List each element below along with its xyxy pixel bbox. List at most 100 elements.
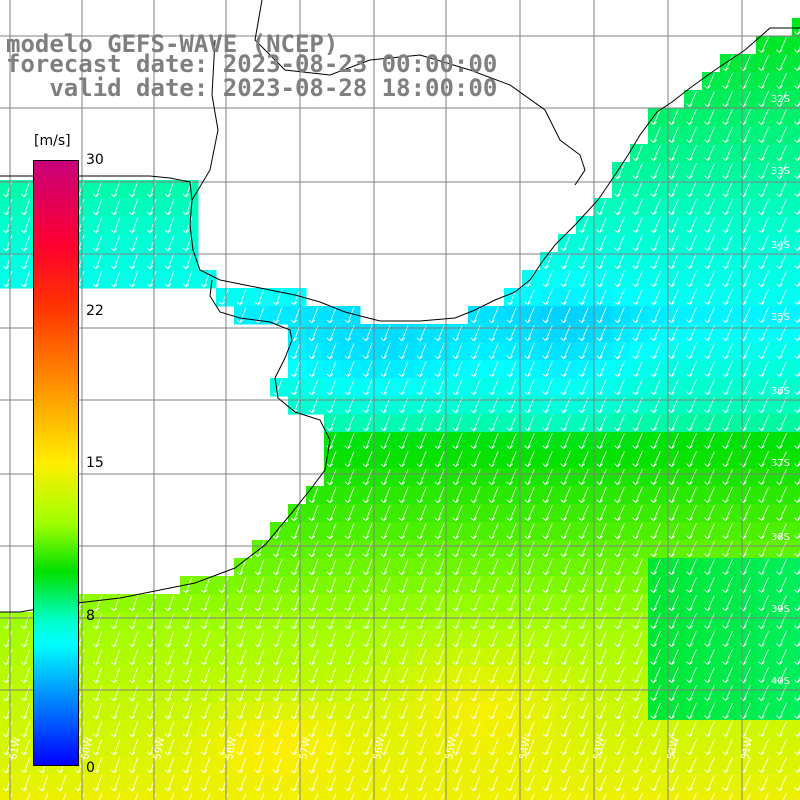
wind-arrow <box>434 703 445 720</box>
wind-speed-cell <box>630 792 649 800</box>
wind-arrow <box>578 289 589 305</box>
latitude-label: 35S <box>771 312 790 323</box>
wind-arrow <box>308 757 319 774</box>
wind-arrow <box>668 145 679 161</box>
wind-arrow <box>110 703 121 720</box>
wind-arrow <box>596 199 607 215</box>
wind-arrow <box>668 559 679 575</box>
wind-speed-cell <box>792 72 800 91</box>
wind-arrow <box>254 757 265 774</box>
wind-arrow <box>686 505 697 521</box>
wind-arrow <box>260 793 265 800</box>
wind-arrow <box>794 748 800 755</box>
wind-arrow <box>578 649 589 665</box>
wind-arrow <box>290 307 301 324</box>
wind-arrow <box>596 469 607 485</box>
wind-arrow <box>362 523 373 540</box>
wind-arrow <box>578 235 589 251</box>
wind-arrow <box>776 739 787 755</box>
wind-arrow <box>110 721 121 738</box>
wind-arrow <box>722 91 733 107</box>
wind-arrow <box>290 361 301 378</box>
wind-arrow <box>92 667 103 684</box>
wind-arrow <box>506 649 517 666</box>
wind-arrow <box>650 487 661 503</box>
wind-arrow <box>218 289 229 306</box>
wind-arrow <box>416 505 427 522</box>
colorbar-tick-8: 8 <box>86 608 95 624</box>
wind-arrow <box>164 649 175 666</box>
wind-arrow <box>722 289 733 305</box>
wind-arrow <box>452 631 463 648</box>
wind-arrow <box>668 487 679 503</box>
wind-arrow <box>758 703 769 719</box>
wind-arrow <box>128 739 139 756</box>
wind-arrow <box>272 667 283 684</box>
wind-arrow <box>488 469 499 486</box>
wind-arrow <box>783 793 787 800</box>
wind-arrow <box>524 379 535 395</box>
wind-arrow <box>488 541 499 558</box>
wind-arrow <box>560 703 571 719</box>
wind-arrow <box>56 774 67 792</box>
wind-speed-cell <box>792 666 800 685</box>
wind-arrow <box>218 739 229 756</box>
wind-arrow <box>92 685 103 702</box>
wind-speed-cell <box>90 792 109 800</box>
wind-arrow <box>758 361 769 377</box>
wind-arrow <box>236 559 247 576</box>
wind-arrow <box>794 766 800 773</box>
wind-arrow <box>308 307 319 324</box>
wind-arrow <box>632 739 643 755</box>
wind-arrow <box>650 253 661 269</box>
wind-arrow <box>488 721 499 738</box>
wind-arrow <box>794 568 800 575</box>
wind-speed-cell <box>792 378 800 397</box>
latitude-label: 37S <box>771 458 790 469</box>
wind-arrow <box>128 721 139 738</box>
wind-arrow <box>92 649 103 666</box>
wind-arrow <box>416 775 427 792</box>
wind-arrow <box>776 91 787 107</box>
wind-arrow <box>794 586 800 593</box>
wind-arrow <box>470 559 481 576</box>
wind-arrow <box>704 127 715 143</box>
wind-arrow <box>758 91 769 107</box>
wind-arrow <box>650 703 661 719</box>
wind-arrow <box>44 792 49 800</box>
wind-arrow <box>218 595 229 612</box>
wind-arrow <box>668 361 679 377</box>
wind-arrow <box>614 649 625 665</box>
wind-arrow <box>704 775 715 791</box>
wind-arrow <box>578 541 589 557</box>
wind-arrow <box>578 559 589 575</box>
wind-arrow <box>362 667 373 684</box>
wind-arrow <box>110 613 121 630</box>
wind-arrow <box>686 757 697 773</box>
wind-arrow <box>596 379 607 395</box>
wind-arrow <box>398 775 409 792</box>
wind-arrow <box>668 433 679 449</box>
wind-arrow <box>128 775 139 792</box>
wind-arrow <box>578 433 589 449</box>
wind-arrow <box>146 775 157 792</box>
wind-arrow <box>2 630 13 648</box>
wind-arrow <box>362 703 373 720</box>
wind-arrow <box>272 721 283 738</box>
wind-arrow <box>596 307 607 323</box>
wind-arrow <box>2 234 13 252</box>
wind-speed-cell <box>666 792 685 800</box>
wind-arrow <box>596 271 607 287</box>
wind-arrow <box>596 613 607 629</box>
wind-arrow <box>668 541 679 557</box>
wind-arrow <box>146 721 157 738</box>
wind-arrow <box>290 775 301 792</box>
wind-arrow <box>398 541 409 558</box>
wind-arrow <box>326 775 337 792</box>
wind-arrow <box>578 379 589 395</box>
wind-arrow <box>794 784 800 791</box>
wind-arrow <box>686 127 697 143</box>
wind-arrow <box>170 793 175 800</box>
wind-arrow <box>560 613 571 629</box>
wind-arrow <box>686 343 697 359</box>
